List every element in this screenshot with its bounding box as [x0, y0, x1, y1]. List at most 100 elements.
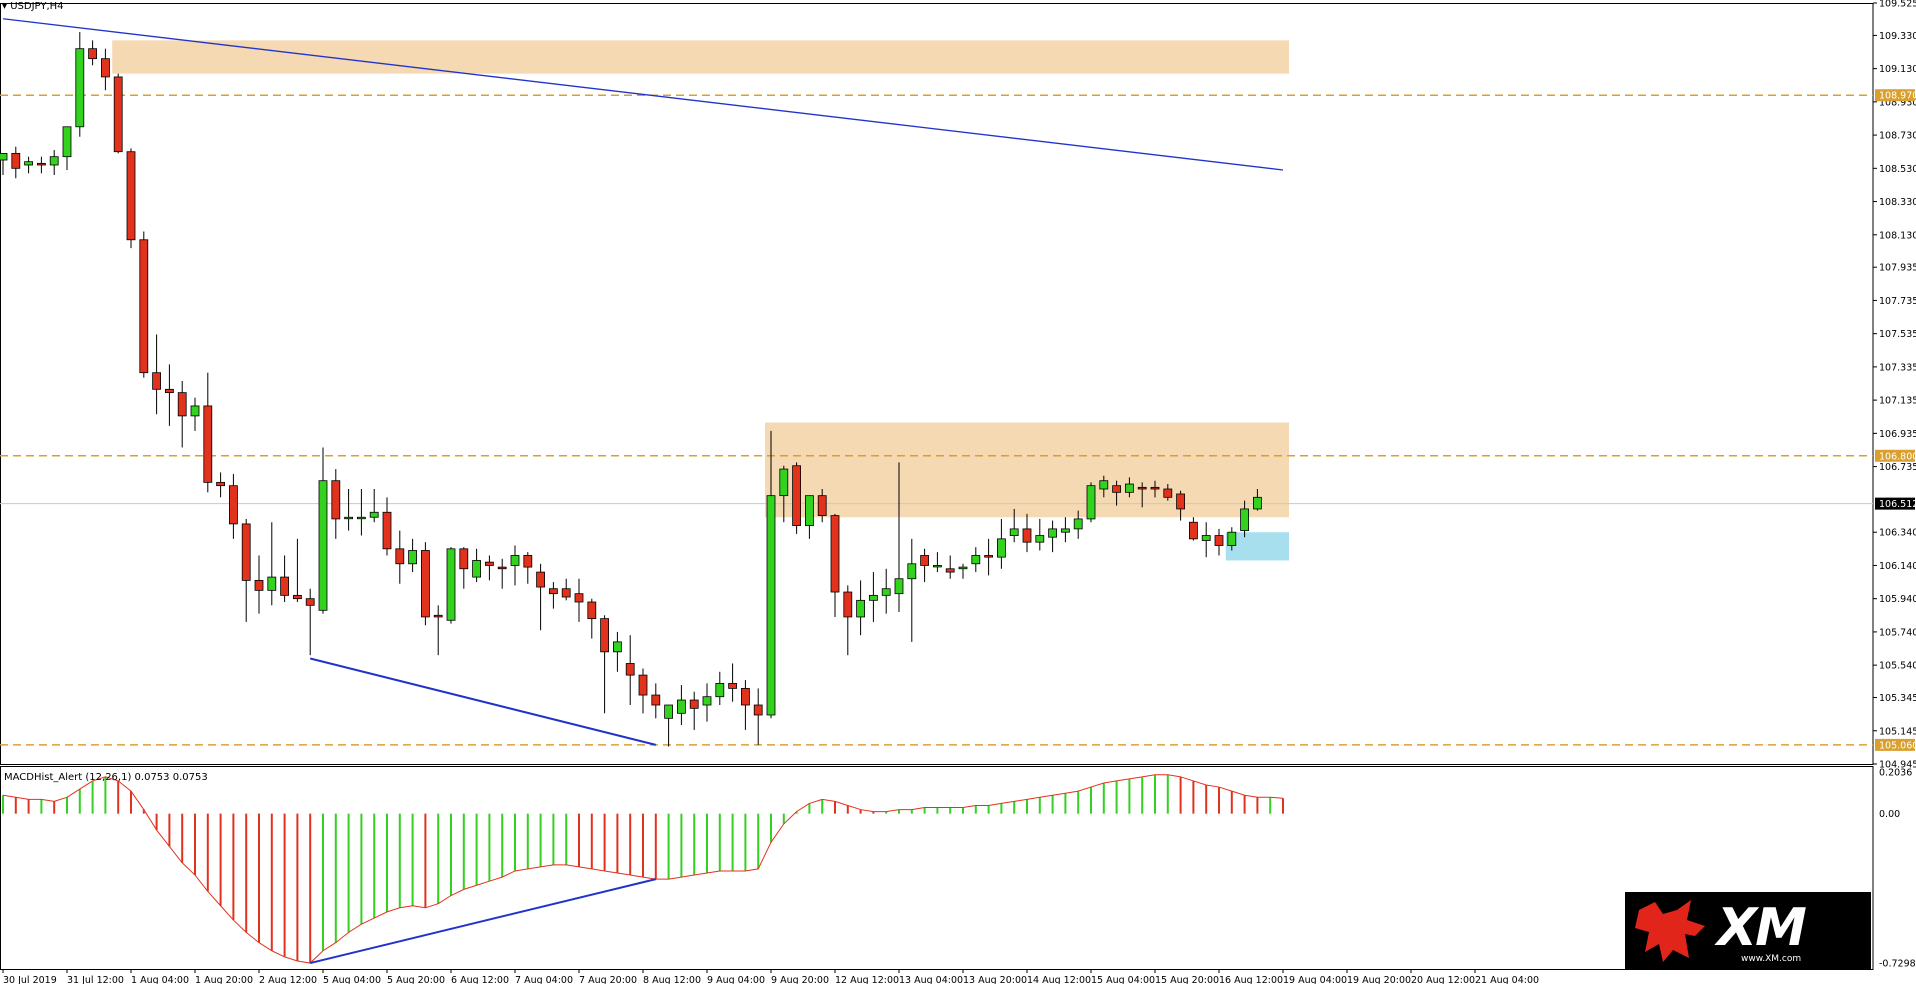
candle-body — [984, 555, 993, 558]
candle — [523, 552, 533, 584]
candle-body — [152, 372, 162, 390]
bull-logo-icon — [1635, 900, 1705, 962]
candle — [280, 555, 290, 602]
macd-tick-label: 0.00 — [1879, 809, 1900, 820]
time-tick-label: 5 Aug 20:00 — [387, 975, 445, 984]
candle — [625, 635, 635, 706]
candle-body — [139, 239, 149, 374]
candle — [894, 462, 904, 612]
time-tick-label: 21 Aug 04:00 — [1475, 975, 1539, 984]
logo-url: www.XM.com — [1741, 954, 1802, 964]
price-tick-label: 107.935 — [1879, 263, 1916, 274]
symbol-label[interactable]: ▾ USDJPY,H4 — [2, 1, 64, 12]
candle-body — [997, 538, 1006, 558]
price-flag-label: 106.800 — [1879, 451, 1916, 462]
candle — [715, 671, 725, 706]
time-axis: 30 Jul 2019 31 Jul 12:00 1 Aug 04:00 1 Aug … — [2, 969, 1539, 984]
time-tick-label: 13 Aug 20:00 — [963, 975, 1027, 984]
price-plot[interactable] — [0, 3, 1874, 765]
candle-body — [574, 593, 584, 603]
time-tick-label: 6 Aug 12:00 — [451, 975, 509, 984]
time-tick-label: 15 Aug 20:00 — [1155, 975, 1219, 984]
candle-body — [741, 687, 750, 706]
candle-body — [1240, 508, 1249, 531]
time-tick-label: 1 Aug 20:00 — [195, 975, 253, 984]
candle-body — [1099, 480, 1109, 490]
candle — [497, 558, 507, 589]
candle-body — [433, 614, 443, 618]
candle — [139, 231, 149, 378]
candle-body — [1214, 535, 1224, 546]
candle-body — [75, 48, 85, 128]
price-flag — [1875, 89, 1915, 102]
candle-body — [113, 76, 123, 153]
zone-0 — [112, 40, 1290, 74]
price-tick-label: 108.530 — [1879, 164, 1916, 175]
candle-body — [945, 568, 955, 573]
candle — [945, 555, 955, 579]
candle-body — [24, 161, 34, 166]
macd-plot[interactable] — [0, 766, 1874, 970]
candle-body — [510, 555, 520, 566]
candle — [856, 580, 865, 636]
candle-body — [305, 598, 315, 606]
candle — [177, 381, 187, 448]
candle-body — [894, 578, 904, 595]
candle — [869, 572, 878, 622]
candle-body — [792, 465, 801, 526]
candle — [958, 563, 968, 579]
candle-body — [267, 576, 277, 591]
candle-body — [190, 405, 200, 417]
candle — [1022, 513, 1032, 553]
price-tick-label: 105.940 — [1879, 594, 1916, 605]
candle — [331, 469, 341, 539]
candle — [549, 582, 558, 609]
candle-body — [933, 565, 942, 568]
candle-body — [1086, 485, 1096, 520]
candle — [420, 542, 430, 626]
candle — [190, 397, 200, 431]
candle — [1099, 475, 1109, 498]
candle — [88, 40, 97, 66]
candle-body — [1227, 531, 1237, 546]
candle — [1240, 500, 1249, 538]
dropdown-triangle-icon[interactable]: ▾ — [2, 1, 8, 12]
time-tick-label: 12 Aug 12:00 — [835, 975, 899, 984]
candle — [984, 538, 993, 576]
candle-body — [408, 550, 418, 565]
candle-body — [869, 594, 878, 601]
candle — [11, 146, 21, 179]
candle — [613, 631, 622, 672]
candle-body — [830, 515, 840, 593]
candle-body — [446, 548, 456, 621]
candle-body — [728, 683, 737, 689]
candle-body — [88, 48, 97, 60]
candle — [766, 430, 776, 719]
price-tick-label: 109.130 — [1879, 64, 1916, 75]
time-tick-label: 15 Aug 04:00 — [1091, 975, 1155, 984]
price-flag-label: 105.060 — [1879, 740, 1916, 751]
candle-body — [101, 58, 110, 78]
candle-body — [523, 555, 533, 568]
candle — [753, 688, 763, 745]
price-tick-label: 107.135 — [1879, 396, 1916, 407]
candle-body — [549, 588, 558, 595]
candle — [587, 598, 597, 639]
indicator-label: MACDHist_Alert (12,26,1) 0.0753 0.0753 — [4, 772, 208, 783]
candle-body — [497, 566, 507, 570]
price-tick-label: 105.540 — [1879, 661, 1916, 672]
candle-body — [1009, 528, 1019, 536]
trendline-0 — [2, 18, 1284, 171]
candle-body — [254, 579, 264, 591]
candle-body — [907, 563, 917, 580]
price-tick-label: 107.335 — [1879, 362, 1916, 373]
candle — [1214, 528, 1224, 556]
macd-tick-label: 0.2036 — [1879, 768, 1912, 779]
candle — [395, 530, 405, 584]
candle — [459, 547, 469, 589]
candle-body — [702, 696, 712, 706]
candle-body — [1061, 528, 1070, 533]
candle-body — [395, 548, 405, 565]
candle — [62, 126, 72, 170]
